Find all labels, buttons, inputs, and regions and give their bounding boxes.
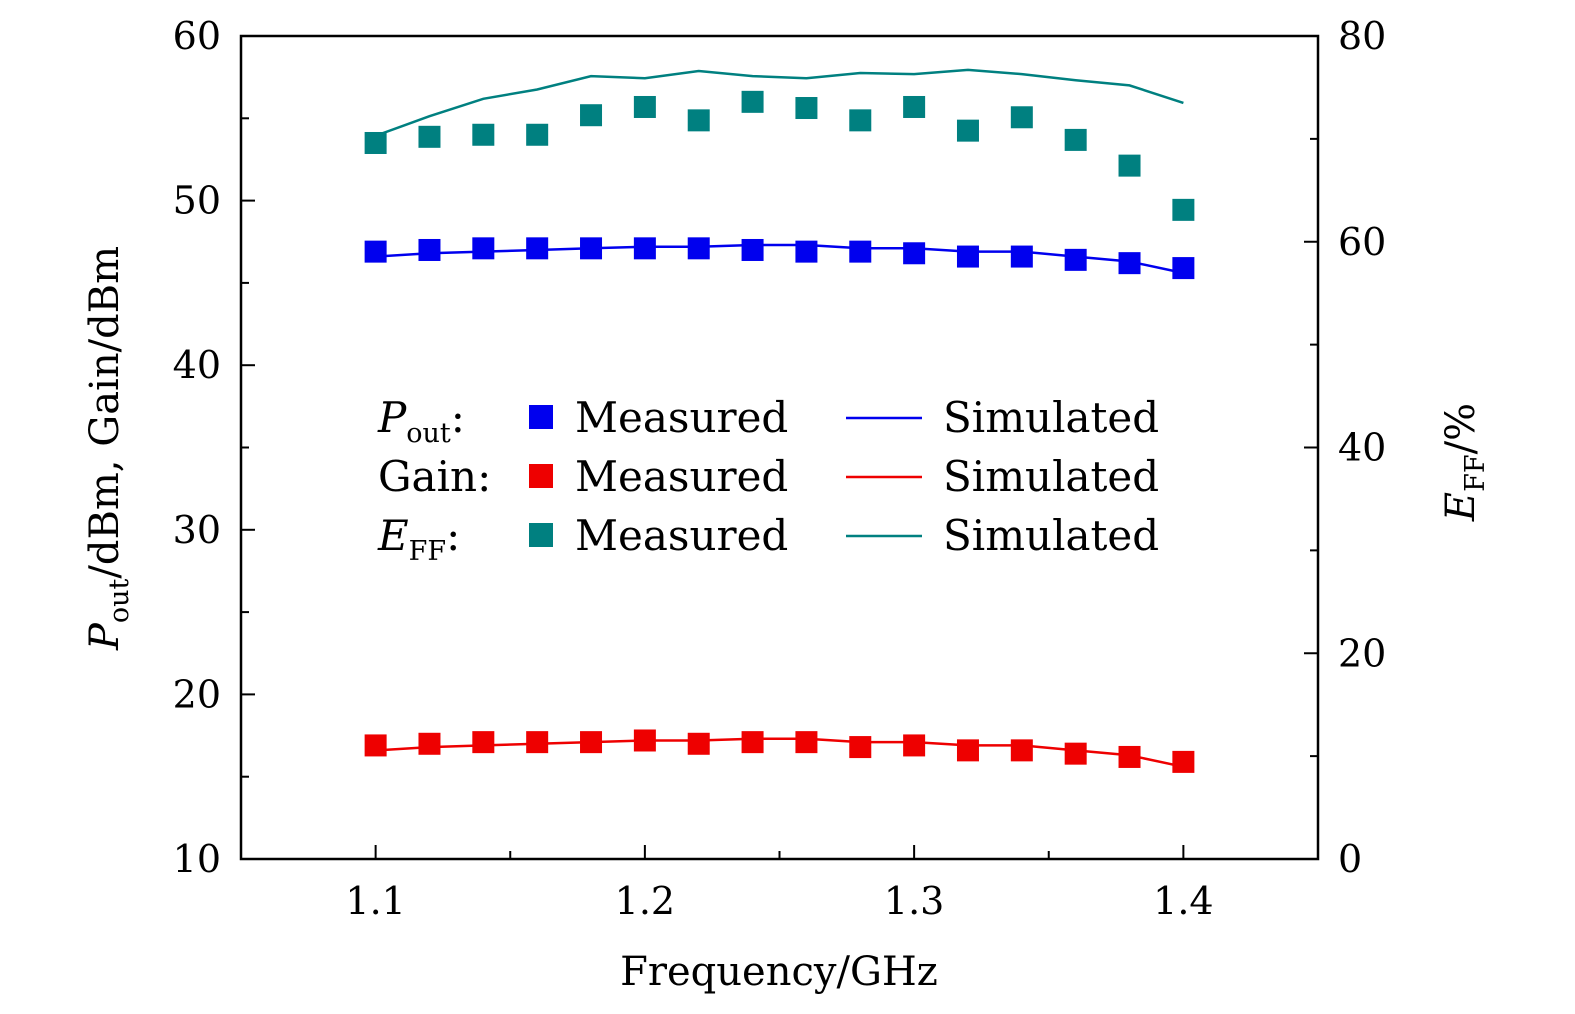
- left-y-axis-title-group: Pout/dBm, Gain/dBm: [82, 246, 135, 651]
- tick-labels-layer: 1.1 1.2 1.3 1.4 10 20 30 40 50 60 0 20 40 60 80: [173, 14, 1387, 923]
- data-point-gain-measured: [418, 732, 441, 755]
- y-right-tick-label: 40: [1338, 426, 1386, 470]
- data-point-pout-measured: [633, 237, 656, 260]
- data-point-pout-measured: [903, 242, 926, 265]
- y-left-tick-label: 20: [173, 672, 221, 716]
- data-point-pout-measured: [1064, 248, 1087, 271]
- simulated-lines-layer: [375, 68, 1184, 769]
- data-point-pout-measured: [687, 237, 710, 260]
- y-left-tick-label: 60: [173, 14, 221, 58]
- data-point-gain-measured: [633, 729, 656, 752]
- data-point-pout-measured: [1172, 257, 1195, 280]
- data-point-gain-measured: [849, 736, 872, 759]
- data-point-eff-measured: [795, 97, 818, 120]
- legend-marker-pout: [529, 405, 553, 429]
- data-point-eff-measured: [580, 104, 603, 127]
- data-point-pout-measured: [741, 238, 764, 261]
- legend-marker-eff: [529, 523, 553, 547]
- legend-measured-gain: Measured: [575, 452, 788, 501]
- measured-markers-layer: [364, 90, 1195, 773]
- data-point-eff-measured: [741, 90, 764, 113]
- right-y-axis-title-main: E: [1438, 492, 1484, 522]
- data-point-pout-measured: [580, 237, 603, 260]
- data-point-gain-measured: [741, 731, 764, 754]
- data-point-gain-measured: [1010, 739, 1033, 762]
- legend-simulated-eff: Simulated: [943, 511, 1159, 560]
- series-line-eff-simulated: [375, 68, 1184, 137]
- data-point-pout-measured: [1010, 245, 1033, 268]
- axis-ticks-layer: [241, 35, 1318, 860]
- data-point-eff-measured: [1172, 198, 1195, 221]
- series-line-pout-simulated: [375, 243, 1184, 275]
- data-point-eff-measured: [364, 131, 387, 154]
- right-y-axis-title-sub: FF: [1460, 454, 1491, 491]
- data-point-eff-measured: [903, 95, 926, 118]
- data-point-gain-measured: [687, 732, 710, 755]
- data-point-pout-measured: [795, 240, 818, 263]
- data-point-eff-measured: [687, 109, 710, 132]
- y-right-tick-label: 80: [1338, 14, 1386, 58]
- x-axis-title: Frequency/GHz: [620, 949, 938, 995]
- legend-simulated-pout: Simulated: [943, 393, 1159, 442]
- data-point-gain-measured: [472, 731, 495, 754]
- data-point-eff-measured: [633, 95, 656, 118]
- y-right-tick-label: 0: [1338, 837, 1362, 881]
- data-point-pout-measured: [526, 237, 549, 260]
- left-y-axis-title-sub: out: [104, 578, 135, 623]
- legend-marker-gain: [529, 464, 553, 488]
- data-point-gain-measured: [1118, 745, 1141, 768]
- left-y-axis-title-main: P: [82, 622, 128, 651]
- right-y-axis-title-group: EFF/%: [1438, 403, 1491, 522]
- left-y-axis-title: Pout/dBm, Gain/dBm: [82, 246, 135, 651]
- data-point-pout-measured: [956, 245, 979, 268]
- data-point-gain-measured: [903, 734, 926, 757]
- legend: Pout: Measured Simulated Gain: Measured …: [377, 393, 1159, 567]
- data-point-pout-measured: [472, 237, 495, 260]
- data-point-eff-measured: [472, 123, 495, 146]
- x-tick-label: 1.4: [1153, 879, 1213, 923]
- data-point-gain-measured: [580, 731, 603, 754]
- y-left-tick-label: 30: [173, 508, 221, 552]
- legend-measured-pout: Measured: [575, 393, 788, 442]
- plot-frame: [239, 34, 1320, 861]
- data-point-gain-measured: [364, 734, 387, 757]
- data-point-eff-measured: [1064, 128, 1087, 151]
- y-left-tick-label: 50: [173, 179, 221, 223]
- data-point-pout-measured: [418, 238, 441, 261]
- data-point-gain-measured: [526, 731, 549, 754]
- data-point-eff-measured: [1118, 154, 1141, 177]
- data-point-eff-measured: [418, 125, 441, 148]
- legend-label-gain: Gain:: [378, 452, 491, 501]
- y-right-tick-label: 20: [1338, 631, 1386, 675]
- x-tick-label: 1.1: [345, 879, 405, 923]
- data-point-pout-measured: [1118, 252, 1141, 275]
- data-point-eff-measured: [526, 123, 549, 146]
- x-tick-label: 1.3: [884, 879, 944, 923]
- data-point-pout-measured: [364, 240, 387, 263]
- data-point-eff-measured: [849, 109, 872, 132]
- x-tick-label: 1.2: [615, 879, 675, 923]
- data-point-gain-measured: [795, 731, 818, 754]
- data-point-eff-measured: [956, 119, 979, 142]
- y-right-tick-label: 60: [1338, 220, 1386, 264]
- data-point-gain-measured: [956, 739, 979, 762]
- right-y-axis-title-rest: /%: [1438, 403, 1484, 454]
- legend-simulated-gain: Simulated: [943, 452, 1159, 501]
- left-y-axis-title-rest: /dBm, Gain/dBm: [82, 246, 128, 579]
- legend-measured-eff: Measured: [575, 511, 788, 560]
- data-point-gain-measured: [1172, 750, 1195, 773]
- legend-label-eff: EFF:: [377, 511, 460, 567]
- y-left-tick-label: 40: [173, 343, 221, 387]
- right-y-axis-title: EFF/%: [1438, 403, 1491, 522]
- data-point-gain-measured: [1064, 742, 1087, 765]
- data-point-eff-measured: [1010, 106, 1033, 129]
- data-point-pout-measured: [849, 240, 872, 263]
- series-line-gain-simulated: [375, 737, 1184, 769]
- y-left-tick-label: 10: [173, 837, 221, 881]
- legend-label-pout: Pout:: [377, 393, 465, 449]
